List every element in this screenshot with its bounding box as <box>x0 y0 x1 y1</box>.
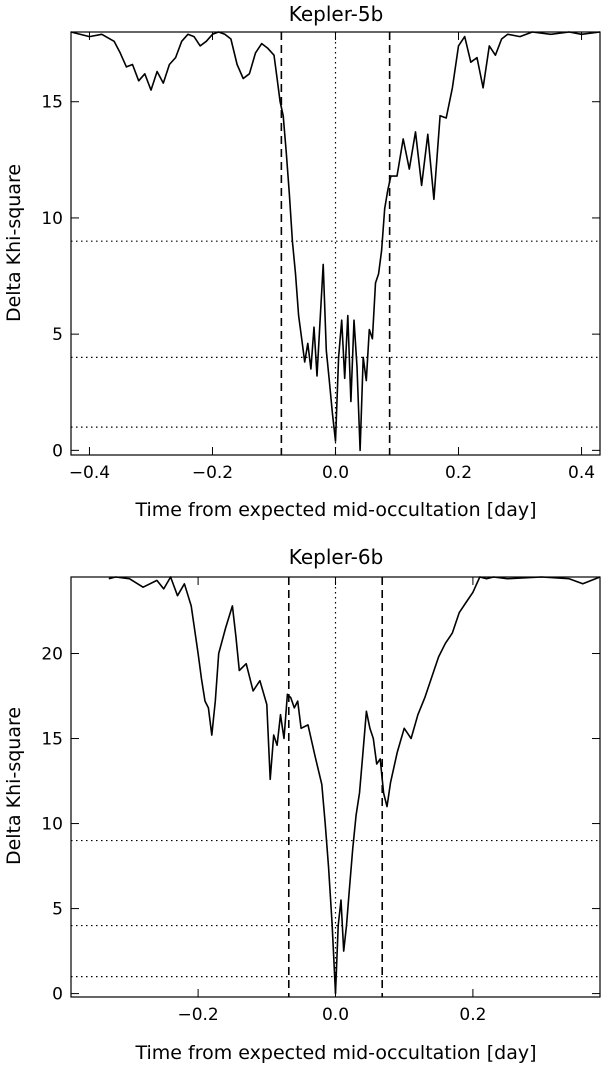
y-tick-label: 10 <box>41 209 63 229</box>
chart-panel-kepler-6b: Kepler-6b Delta Khi-square Time from exp… <box>3 545 601 1064</box>
x-tick-label: 0.4 <box>568 463 595 483</box>
y-tick-label: 15 <box>41 93 63 113</box>
x-axis-label: Time from expected mid-occultation [day] <box>134 1042 536 1064</box>
x-tick-label: 0.2 <box>459 1005 486 1025</box>
y-tick-label: 0 <box>52 985 63 1005</box>
y-tick-label: 20 <box>41 645 63 665</box>
x-tick-label: −0.2 <box>192 463 233 483</box>
x-axis-label: Time from expected mid-occultation [day] <box>134 499 536 521</box>
x-tick-label: −0.2 <box>177 1005 218 1025</box>
chart-title: Kepler-5b <box>289 2 384 26</box>
y-tick-label: 15 <box>41 730 63 750</box>
y-tick-label: 5 <box>52 325 63 345</box>
x-tick-label: −0.4 <box>69 463 110 483</box>
x-tick-label: 0.0 <box>322 1005 349 1025</box>
y-tick-label: 0 <box>52 441 63 461</box>
y-axis-label: Delta Khi-square <box>3 707 25 865</box>
chart-panel-kepler-5b: Kepler-5b Delta Khi-square Time from exp… <box>3 2 601 521</box>
y-tick-label: 10 <box>41 815 63 835</box>
chart-title: Kepler-6b <box>289 545 384 569</box>
delta-chi2-curve <box>70 31 601 452</box>
x-tick-label: 0.2 <box>445 463 472 483</box>
x-tick-label: 0.0 <box>322 463 349 483</box>
delta-chi2-curve <box>108 576 601 995</box>
y-tick-label: 5 <box>52 900 63 920</box>
y-axis-label: Delta Khi-square <box>3 164 25 322</box>
